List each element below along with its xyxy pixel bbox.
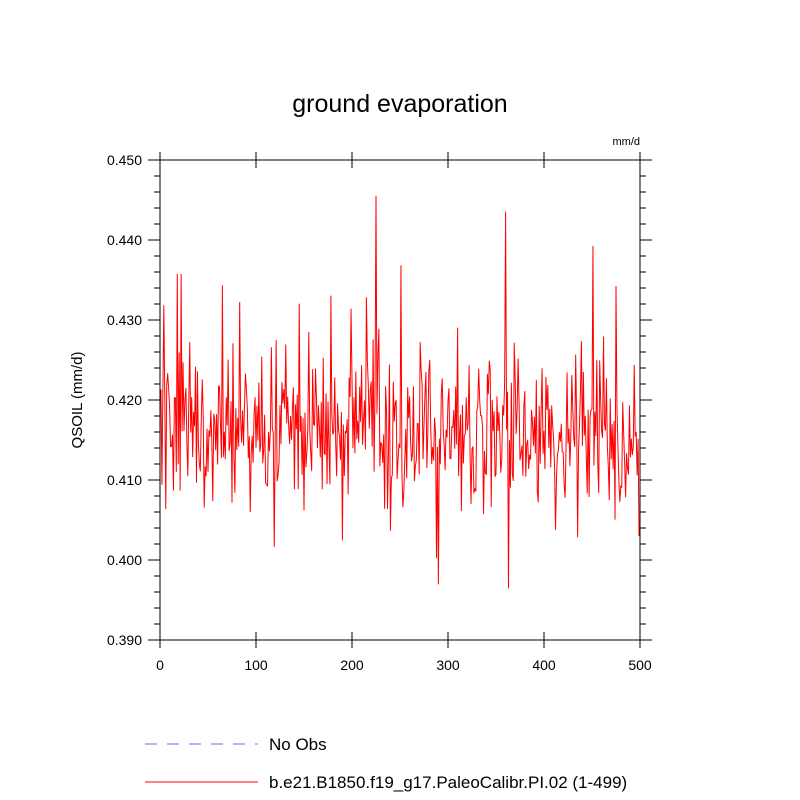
y-axis-title: QSOIL (mm/d): [69, 352, 86, 449]
plot-area: [160, 195, 640, 589]
legend-label-model: b.e21.B1850.f19_g17.PaleoCalibr.PI.02 (1…: [269, 773, 627, 792]
x-tick-label: 300: [436, 657, 460, 673]
units-label: mm/d: [613, 136, 641, 148]
legend: No Obs b.e21.B1850.f19_g17.PaleoCalibr.P…: [145, 735, 627, 792]
x-tick-label: 0: [156, 657, 164, 673]
y-tick-label: 0.400: [107, 552, 142, 568]
chart-title: ground evaporation: [292, 90, 507, 118]
y-axis: 0.390 0.400 0.410 0.420 0.430 0.440 0.450: [107, 152, 652, 648]
x-axis: 0 100 200 300 400 500: [156, 152, 652, 673]
series-line-model: [160, 195, 640, 589]
x-tick-label: 400: [532, 657, 556, 673]
y-tick-label: 0.440: [107, 232, 142, 248]
y-tick-label: 0.450: [107, 152, 142, 168]
x-tick-label: 200: [340, 657, 364, 673]
y-tick-label: 0.430: [107, 312, 142, 328]
x-tick-label: 100: [244, 657, 268, 673]
y-tick-label: 0.420: [107, 392, 142, 408]
y-tick-label: 0.390: [107, 632, 142, 648]
plot-frame: [159, 159, 641, 641]
y-tick-label: 0.410: [107, 472, 142, 488]
legend-label-no-obs: No Obs: [269, 735, 327, 754]
x-tick-label: 500: [628, 657, 652, 673]
